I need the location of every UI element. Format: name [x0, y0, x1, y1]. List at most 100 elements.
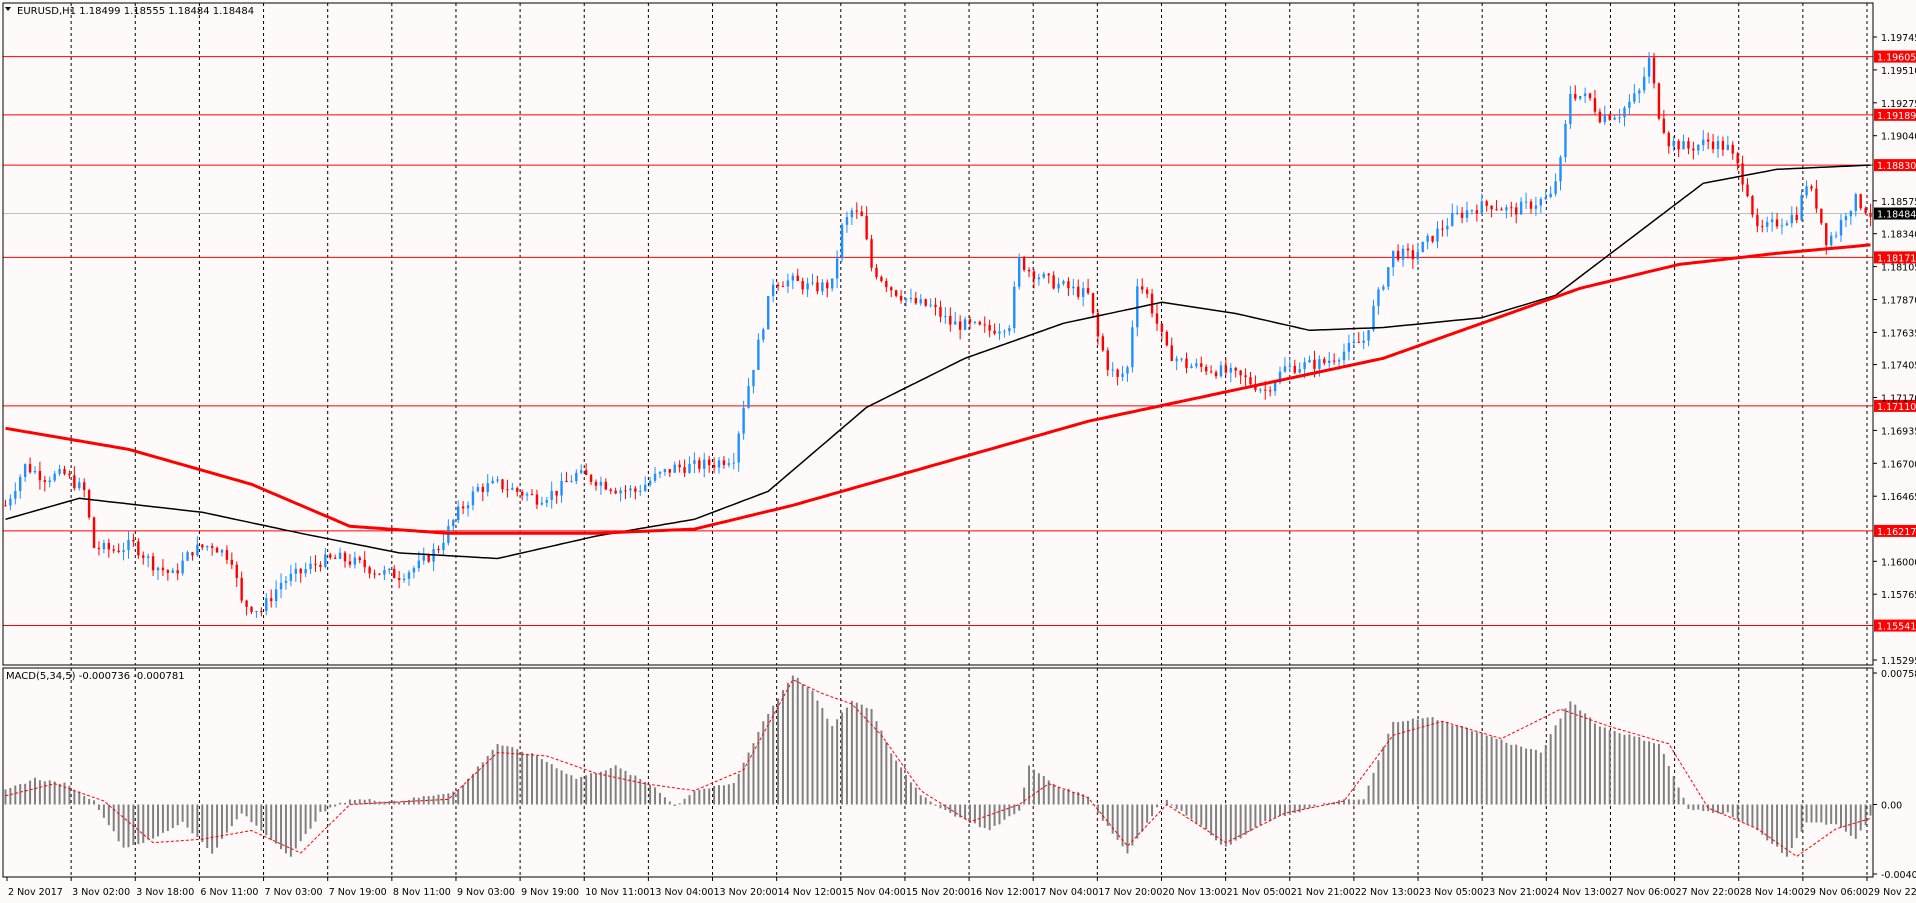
candle-body [1687, 141, 1690, 149]
candle-body [1702, 139, 1705, 145]
candle-body [1716, 141, 1720, 150]
candle-body [1574, 93, 1577, 99]
price-level-label: 1.18171 [1877, 253, 1916, 264]
triangle-down-icon[interactable] [5, 7, 11, 11]
candle-body [1224, 365, 1228, 373]
horizontal-levels[interactable]: 1.19605 1.19189 1.18830 1.18171 1.17110 1.162… [3, 50, 1916, 633]
candle-body [1805, 186, 1808, 196]
candle-body [757, 339, 760, 370]
candle-body [1264, 389, 1267, 391]
candle-body [1475, 210, 1479, 214]
candle-body [210, 546, 214, 548]
candle-body [1455, 212, 1459, 214]
candle-body [1131, 327, 1134, 368]
candle-body [265, 598, 268, 612]
candle-body [668, 469, 672, 473]
candle-body [1426, 235, 1429, 242]
macd-signal-line [5, 679, 1871, 858]
candle-body [1268, 390, 1272, 392]
candle-body [1219, 365, 1223, 377]
candle-body [151, 556, 155, 571]
candle-body [1396, 250, 1400, 260]
candle-body [1150, 293, 1154, 314]
candle-body [1529, 201, 1533, 209]
candle-body [1052, 275, 1055, 289]
candle-body [1638, 90, 1641, 94]
candle-body [1495, 209, 1498, 211]
price-level-label: 1.18830 [1877, 161, 1916, 172]
candle-body [1451, 213, 1454, 226]
time-tick-label: 13 Nov 20:00 [714, 887, 778, 898]
candle-body [1864, 208, 1867, 213]
candle-body [658, 471, 662, 474]
time-tick-label: 27 Nov 06:00 [1611, 887, 1675, 898]
time-tick-label: 15 Nov 04:00 [842, 887, 906, 898]
candle-body [1003, 331, 1006, 333]
candle-body [707, 459, 711, 466]
candle-body [97, 547, 101, 550]
price-level-label: 1.15541 [1877, 622, 1916, 633]
candle-body [206, 546, 209, 548]
candle-body [427, 555, 430, 562]
candle-body [860, 211, 863, 216]
candle-body [762, 329, 765, 340]
candle-body [796, 275, 799, 281]
candle-body [132, 539, 135, 542]
price-level-label: 1.19189 [1877, 111, 1916, 122]
candle-body [1342, 351, 1346, 361]
candle-body [781, 286, 785, 288]
candle-body [1283, 366, 1287, 372]
candle-body [87, 490, 91, 518]
candle-body [1101, 336, 1105, 351]
candle-body [752, 369, 755, 387]
time-tick-label: 22 Nov 13:00 [1355, 887, 1419, 898]
candle-body [1534, 205, 1538, 209]
time-tick-label: 7 Nov 19:00 [329, 887, 387, 898]
time-tick-label: 27 Nov 22:00 [1676, 887, 1740, 898]
candle-body [801, 280, 804, 290]
candle-body [220, 549, 224, 553]
candle-body [1628, 101, 1631, 108]
candle-body [1465, 210, 1469, 218]
candle-body [314, 563, 317, 565]
candle-body [973, 321, 977, 323]
price-level-tag [1874, 50, 1916, 63]
candle-body [230, 559, 234, 565]
price-level-label: 1.19605 [1877, 53, 1916, 64]
candle-body [983, 324, 986, 326]
candle-body [1810, 186, 1813, 189]
price-level-label: 1.16217 [1877, 527, 1916, 538]
candle-body [1091, 293, 1095, 314]
candle-body [1519, 201, 1523, 215]
macd-tick-label: 0.007588 [1881, 669, 1916, 680]
candle-body [1209, 371, 1213, 373]
candle-body [378, 573, 381, 575]
candle-body [1697, 144, 1700, 151]
candle-body [1278, 371, 1282, 383]
candle-body [1770, 219, 1774, 223]
price-tick-label: 1.19510 [1881, 66, 1916, 77]
price-panel-frame [2, 2, 1874, 666]
candle-body [142, 555, 145, 558]
time-tick-label: 17 Nov 04:00 [1034, 887, 1098, 898]
candle-body [456, 506, 460, 520]
candle-body [68, 473, 71, 476]
candle-body [161, 567, 165, 571]
candle-body [1505, 207, 1508, 211]
candle-body [1259, 389, 1262, 391]
candle-body [181, 560, 184, 574]
candle-body [1869, 212, 1872, 217]
candle-body [1244, 375, 1247, 378]
time-tick-label: 23 Nov 21:00 [1483, 887, 1547, 898]
candle-body [830, 278, 834, 289]
candle-body [1588, 93, 1592, 99]
candle-body [1298, 369, 1301, 373]
candle-body [343, 552, 347, 562]
candle-body [516, 488, 519, 492]
candle-body [835, 258, 839, 279]
symbol-header[interactable]: EURUSD,H1 1.18499 1.18555 1.18484 1.1848… [5, 6, 254, 17]
price-axis: 1.19745 1.19510 1.19275 1.19040 1.18575 1.183… [1873, 33, 1916, 881]
candle-body [703, 459, 706, 469]
candle-body [471, 491, 475, 506]
